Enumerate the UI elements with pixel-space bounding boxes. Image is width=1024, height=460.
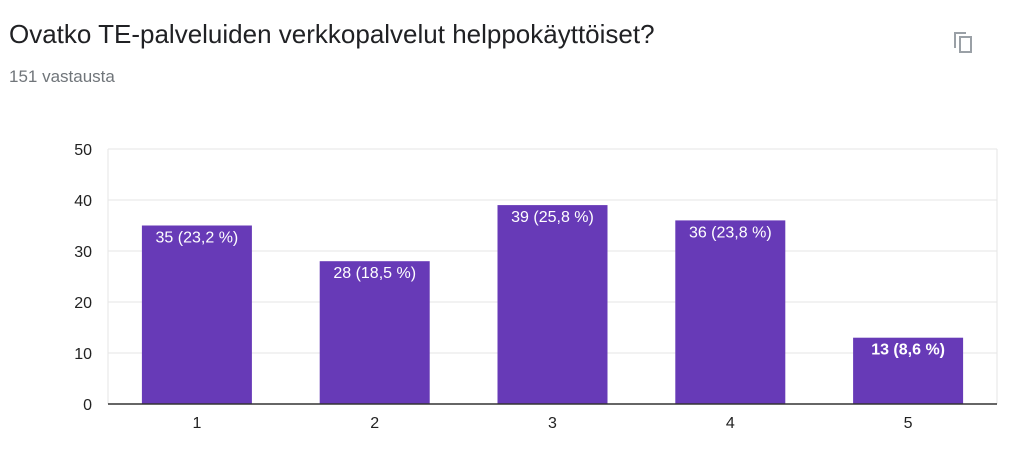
- bar-data-label: 39 (25,8 %): [511, 209, 594, 226]
- bars: [141, 205, 964, 405]
- response-count: 151 vastausta: [9, 67, 115, 86]
- data-labels: 35 (23,2 %) 28 (18,5 %) 39 (25,8 %) 36 (23,…: [156, 209, 945, 359]
- x-tick-label: 1: [192, 415, 201, 432]
- bar[interactable]: [853, 337, 964, 404]
- y-tick-label: 30: [74, 244, 92, 261]
- y-tick-label: 0: [83, 397, 92, 414]
- x-tick-label: 5: [904, 415, 913, 432]
- copy-chart-button[interactable]: [944, 22, 982, 60]
- bar-data-label: 35 (23,2 %): [156, 230, 239, 247]
- x-tick-label: 4: [726, 415, 735, 432]
- y-axis-ticks: 0 10 20 30 40 50: [74, 142, 92, 414]
- question-title: Ovatko TE-palveluiden verkkopalvelut hel…: [9, 19, 655, 49]
- x-tick-label: 2: [370, 415, 379, 432]
- bar-data-label: 28 (18,5 %): [333, 265, 416, 282]
- bar[interactable]: [141, 225, 252, 405]
- bar[interactable]: [675, 220, 786, 404]
- y-tick-label: 20: [74, 295, 92, 312]
- x-tick-label: 3: [548, 415, 557, 432]
- bar[interactable]: [319, 261, 430, 404]
- y-tick-label: 40: [74, 193, 92, 210]
- copy-icon: [954, 32, 972, 53]
- y-tick-label: 10: [74, 346, 92, 363]
- x-axis-ticks: 1 2 3 4 5: [192, 415, 912, 432]
- bar-data-label: 13 (8,6 %): [871, 342, 945, 359]
- y-tick-label: 50: [74, 142, 92, 159]
- bar[interactable]: [497, 205, 608, 404]
- bar-data-label: 36 (23,8 %): [689, 224, 772, 241]
